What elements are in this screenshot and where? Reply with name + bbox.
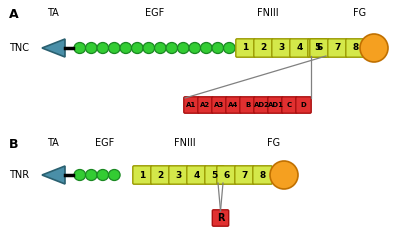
Text: C: C xyxy=(287,102,292,108)
Text: 2: 2 xyxy=(260,44,267,52)
FancyBboxPatch shape xyxy=(240,97,255,113)
FancyBboxPatch shape xyxy=(346,39,365,57)
FancyBboxPatch shape xyxy=(235,166,254,184)
FancyBboxPatch shape xyxy=(205,166,224,184)
FancyBboxPatch shape xyxy=(169,166,188,184)
Text: 1: 1 xyxy=(242,44,249,52)
Text: 3: 3 xyxy=(175,171,182,179)
FancyBboxPatch shape xyxy=(151,166,170,184)
Ellipse shape xyxy=(108,42,120,54)
Text: 3: 3 xyxy=(278,44,285,52)
FancyBboxPatch shape xyxy=(253,166,272,184)
Text: A3: A3 xyxy=(214,102,225,108)
Ellipse shape xyxy=(74,42,86,54)
Text: 6: 6 xyxy=(223,171,230,179)
Ellipse shape xyxy=(143,42,155,54)
Ellipse shape xyxy=(224,42,235,54)
Text: FG: FG xyxy=(268,138,280,148)
FancyBboxPatch shape xyxy=(226,97,241,113)
Ellipse shape xyxy=(166,42,178,54)
Text: 5: 5 xyxy=(211,171,218,179)
Ellipse shape xyxy=(212,42,224,54)
Text: D: D xyxy=(301,102,306,108)
Text: 4: 4 xyxy=(296,44,303,52)
FancyBboxPatch shape xyxy=(198,97,213,113)
Text: 5: 5 xyxy=(314,44,321,52)
Text: A4: A4 xyxy=(228,102,239,108)
Text: 4: 4 xyxy=(193,171,200,179)
Text: EGF: EGF xyxy=(95,138,115,148)
Ellipse shape xyxy=(132,42,143,54)
Ellipse shape xyxy=(108,169,120,181)
Text: TA: TA xyxy=(47,8,59,18)
FancyBboxPatch shape xyxy=(212,97,227,113)
Text: A2: A2 xyxy=(200,102,210,108)
Text: B: B xyxy=(9,138,18,151)
Ellipse shape xyxy=(200,42,212,54)
Text: 6: 6 xyxy=(316,44,323,52)
FancyBboxPatch shape xyxy=(212,210,229,226)
Text: 2: 2 xyxy=(157,171,164,179)
FancyBboxPatch shape xyxy=(254,39,273,57)
FancyBboxPatch shape xyxy=(254,97,269,113)
Text: 7: 7 xyxy=(241,171,248,179)
FancyBboxPatch shape xyxy=(268,97,283,113)
Ellipse shape xyxy=(178,42,189,54)
Ellipse shape xyxy=(86,42,97,54)
Text: FNIII: FNIII xyxy=(174,138,196,148)
Ellipse shape xyxy=(154,42,166,54)
Text: FG: FG xyxy=(354,8,366,18)
FancyBboxPatch shape xyxy=(184,97,199,113)
FancyBboxPatch shape xyxy=(272,39,291,57)
FancyBboxPatch shape xyxy=(328,39,347,57)
FancyBboxPatch shape xyxy=(187,166,206,184)
Text: 7: 7 xyxy=(334,44,341,52)
Text: AD2: AD2 xyxy=(254,102,270,108)
Ellipse shape xyxy=(86,169,97,181)
Text: 8: 8 xyxy=(259,171,266,179)
Text: EGF: EGF xyxy=(145,8,165,18)
Text: AD1: AD1 xyxy=(268,102,284,108)
FancyBboxPatch shape xyxy=(133,166,152,184)
Ellipse shape xyxy=(120,42,132,54)
Text: 8: 8 xyxy=(352,44,359,52)
Text: B: B xyxy=(245,102,250,108)
FancyBboxPatch shape xyxy=(290,39,309,57)
Text: TNC: TNC xyxy=(9,43,29,53)
FancyBboxPatch shape xyxy=(282,97,297,113)
Circle shape xyxy=(360,34,388,62)
Ellipse shape xyxy=(97,42,109,54)
FancyBboxPatch shape xyxy=(236,39,255,57)
Circle shape xyxy=(270,161,298,189)
Text: R: R xyxy=(217,213,224,223)
Text: 1: 1 xyxy=(139,171,146,179)
Text: FNIII: FNIII xyxy=(257,8,279,18)
FancyBboxPatch shape xyxy=(296,97,311,113)
Text: TNR: TNR xyxy=(9,170,29,180)
FancyBboxPatch shape xyxy=(310,39,329,57)
Text: A1: A1 xyxy=(186,102,197,108)
Polygon shape xyxy=(42,39,65,57)
Ellipse shape xyxy=(189,42,201,54)
FancyBboxPatch shape xyxy=(308,39,327,57)
Ellipse shape xyxy=(74,169,86,181)
Polygon shape xyxy=(42,166,65,184)
Text: A: A xyxy=(9,8,19,21)
FancyBboxPatch shape xyxy=(217,166,236,184)
Text: TA: TA xyxy=(47,138,59,148)
Ellipse shape xyxy=(97,169,109,181)
